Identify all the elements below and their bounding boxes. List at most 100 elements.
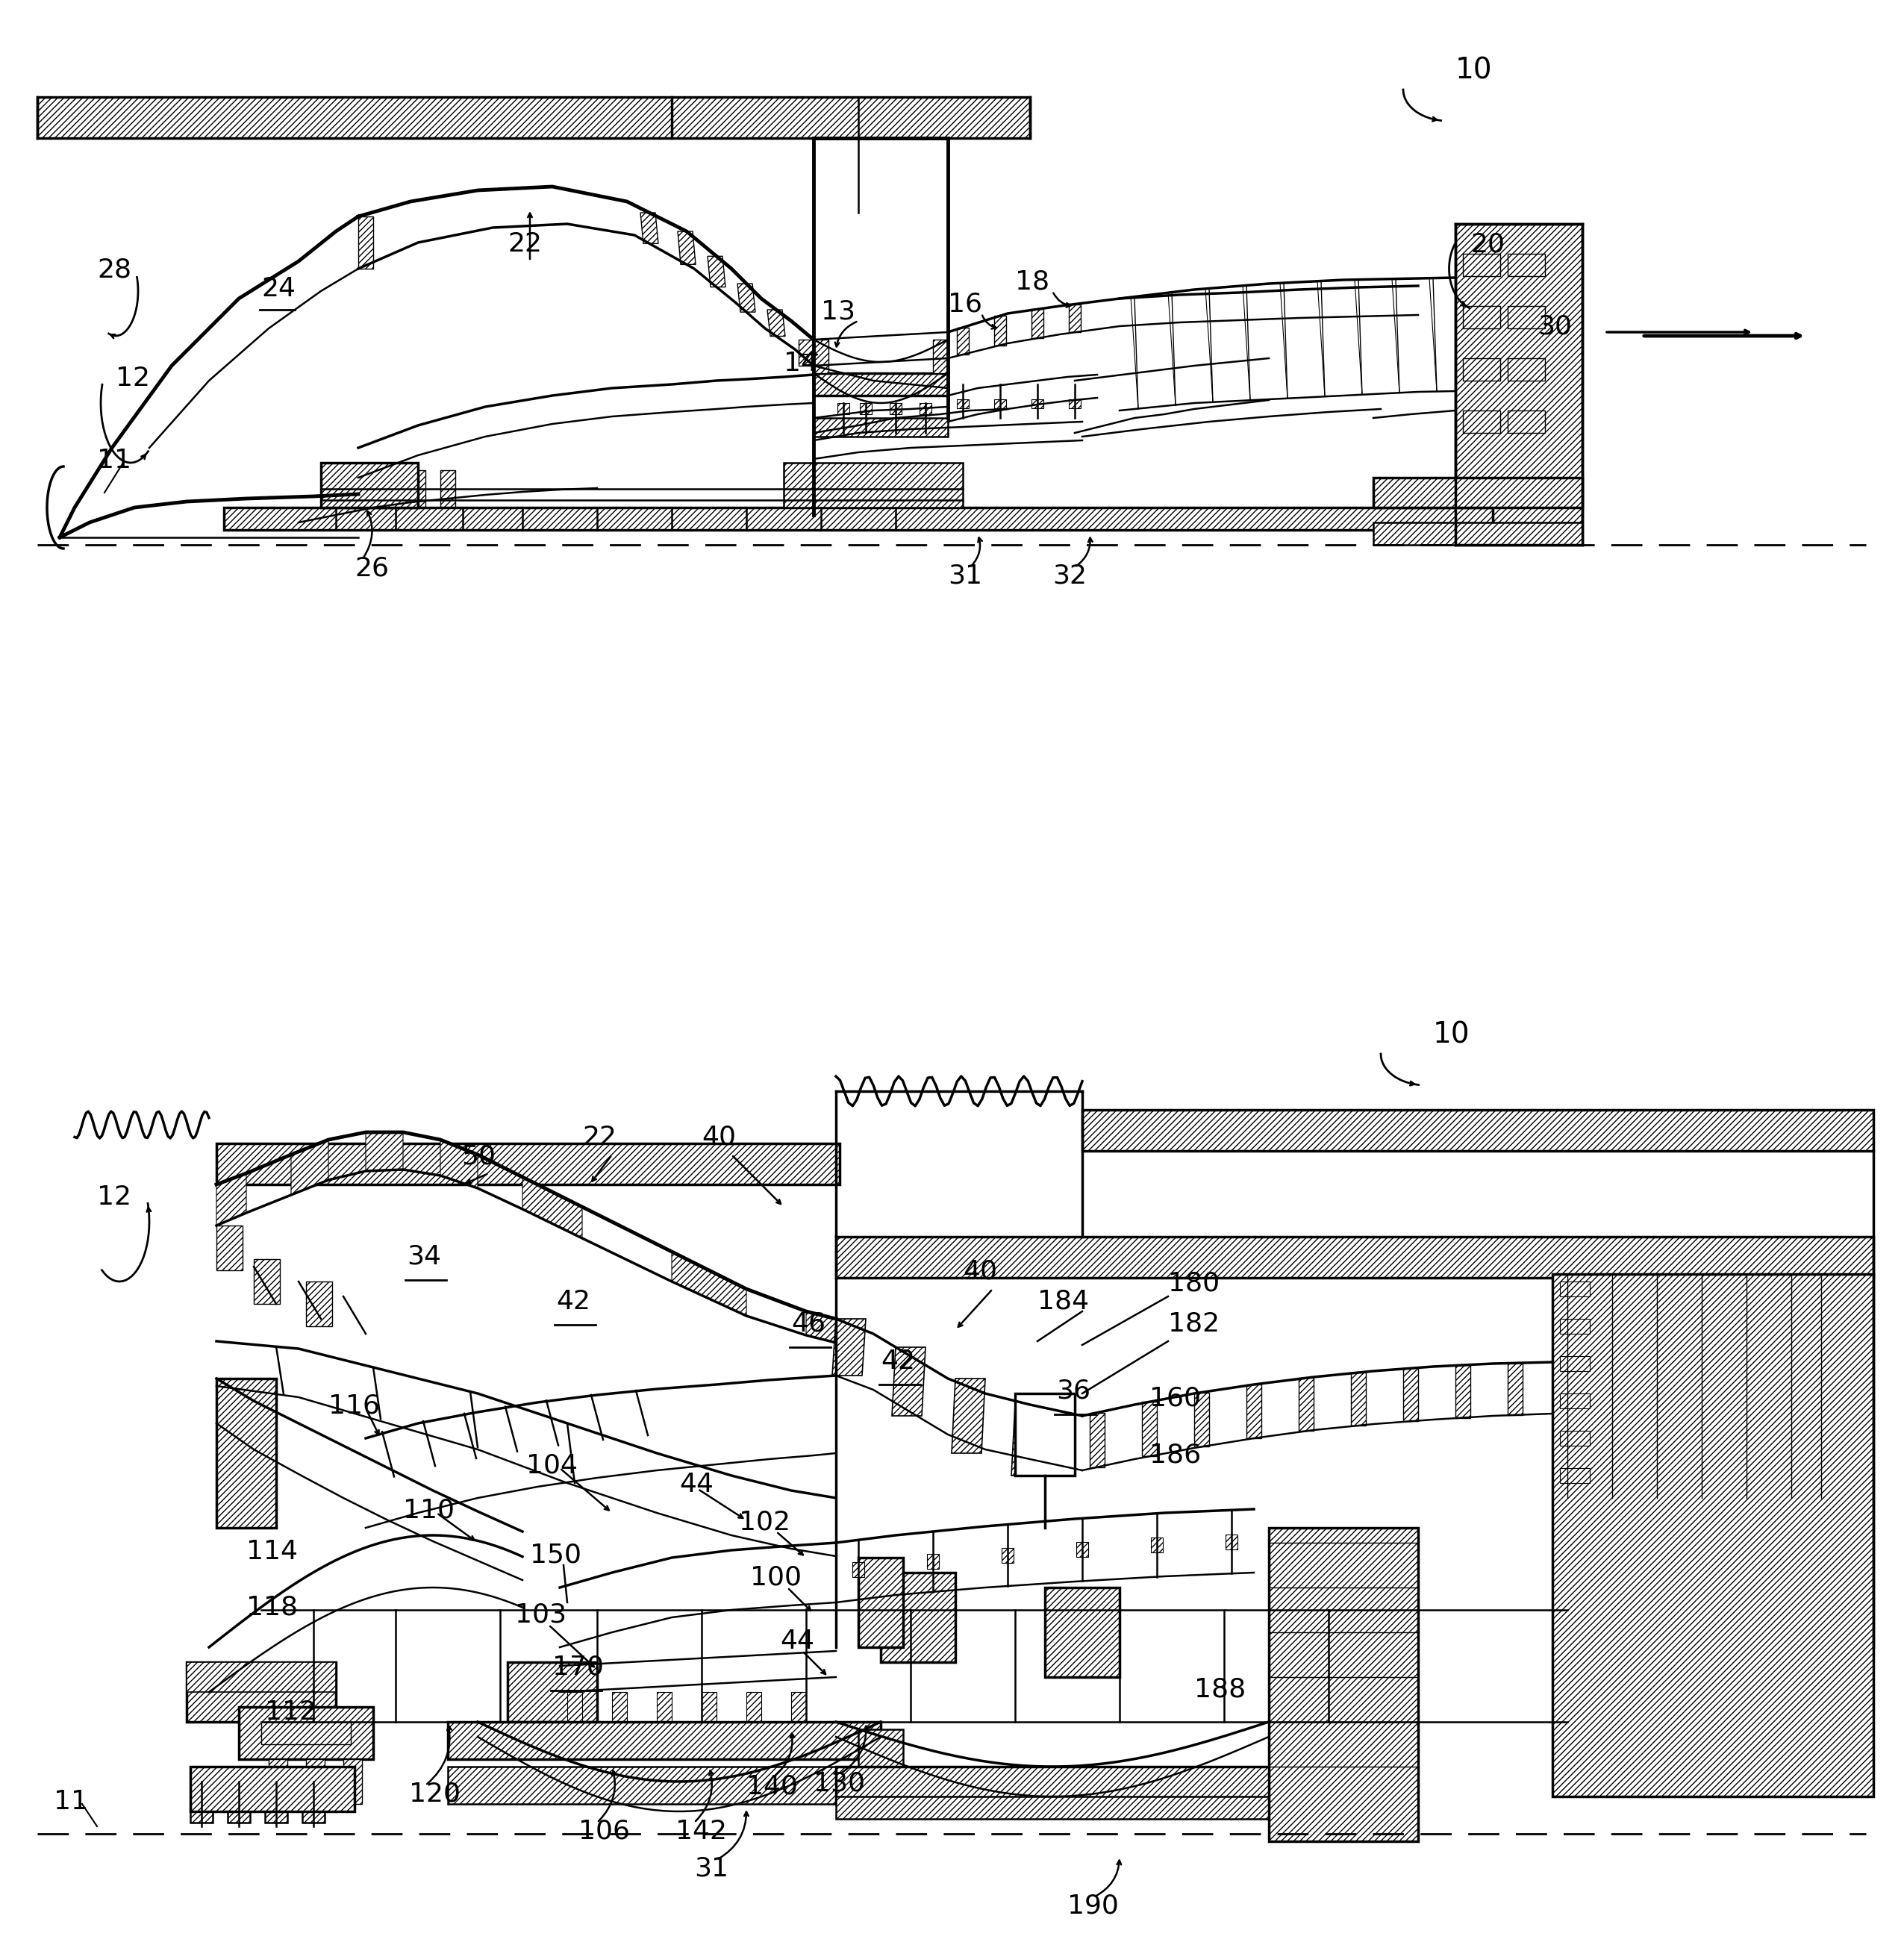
Polygon shape <box>217 1173 246 1225</box>
Bar <box>1508 306 1544 328</box>
Bar <box>567 1692 583 1723</box>
Bar <box>1462 410 1500 433</box>
Bar <box>307 1781 322 1805</box>
Polygon shape <box>1142 1403 1158 1455</box>
Bar <box>190 1805 213 1822</box>
Bar <box>1462 306 1500 328</box>
Bar <box>1559 1430 1590 1446</box>
Bar <box>611 1692 626 1723</box>
Bar <box>1508 254 1544 277</box>
Text: 34: 34 <box>407 1245 442 1270</box>
Polygon shape <box>813 339 828 373</box>
Bar <box>217 1379 276 1528</box>
Text: 120: 120 <box>409 1781 461 1807</box>
Text: 10: 10 <box>1434 1020 1470 1048</box>
Text: 46: 46 <box>792 1311 826 1336</box>
Bar <box>657 1692 672 1723</box>
Text: 42: 42 <box>556 1290 590 1315</box>
Text: 190: 190 <box>1068 1894 1120 1920</box>
Bar <box>746 1692 762 1723</box>
Bar <box>1462 254 1500 277</box>
Bar <box>1068 400 1081 408</box>
Bar <box>1552 1274 1874 1797</box>
Bar <box>1081 1110 1874 1151</box>
Polygon shape <box>708 256 725 287</box>
Bar <box>265 1805 288 1822</box>
Bar <box>1076 1543 1089 1557</box>
Text: 140: 140 <box>746 1773 798 1799</box>
Bar <box>701 1692 716 1723</box>
Bar <box>1455 224 1582 544</box>
Bar <box>1226 1533 1238 1549</box>
Polygon shape <box>891 1348 925 1416</box>
Polygon shape <box>366 1132 404 1171</box>
Polygon shape <box>952 1379 984 1453</box>
Bar <box>1015 1393 1074 1475</box>
Bar <box>268 1781 284 1805</box>
Polygon shape <box>1247 1385 1260 1438</box>
Bar <box>268 1760 288 1805</box>
Bar <box>38 98 1030 139</box>
Bar <box>1373 478 1582 507</box>
Polygon shape <box>307 1282 331 1327</box>
Text: 22: 22 <box>508 232 543 258</box>
Text: 186: 186 <box>1150 1442 1201 1467</box>
Text: 118: 118 <box>246 1596 297 1621</box>
Bar <box>228 1805 249 1822</box>
Text: 12: 12 <box>97 1184 131 1210</box>
Text: 18: 18 <box>1015 269 1049 295</box>
Bar <box>1268 1528 1418 1842</box>
Bar <box>343 1760 362 1805</box>
Text: 44: 44 <box>680 1471 714 1496</box>
Text: 102: 102 <box>739 1510 790 1535</box>
Text: 103: 103 <box>514 1602 567 1627</box>
Polygon shape <box>1068 304 1081 332</box>
Text: 150: 150 <box>529 1543 581 1569</box>
Text: 110: 110 <box>404 1498 455 1524</box>
Bar <box>1508 410 1544 433</box>
Text: 180: 180 <box>1167 1270 1220 1295</box>
Text: 106: 106 <box>579 1818 630 1844</box>
Bar <box>447 1768 882 1805</box>
Bar <box>225 507 1493 531</box>
Bar <box>859 1557 902 1647</box>
Text: 116: 116 <box>327 1393 381 1418</box>
Text: 40: 40 <box>963 1258 998 1284</box>
Text: 28: 28 <box>97 258 131 283</box>
Polygon shape <box>958 328 969 355</box>
Text: 11: 11 <box>97 449 131 474</box>
Polygon shape <box>522 1176 583 1239</box>
Bar <box>861 404 872 414</box>
Polygon shape <box>640 213 659 244</box>
Bar <box>217 1143 840 1184</box>
Bar <box>1559 1467 1590 1483</box>
Polygon shape <box>1352 1374 1365 1426</box>
Polygon shape <box>1194 1393 1209 1448</box>
Bar <box>889 404 902 414</box>
Bar <box>994 400 1005 408</box>
Polygon shape <box>291 1139 327 1194</box>
Polygon shape <box>933 339 948 373</box>
Text: 42: 42 <box>882 1348 916 1374</box>
Text: 142: 142 <box>676 1818 727 1844</box>
Text: 160: 160 <box>1150 1385 1201 1411</box>
Bar <box>232 1781 246 1805</box>
Bar <box>1559 1393 1590 1409</box>
Bar <box>784 462 963 507</box>
Polygon shape <box>1089 1413 1104 1467</box>
Bar <box>508 1662 598 1723</box>
Polygon shape <box>253 1258 280 1303</box>
Text: 31: 31 <box>695 1855 729 1881</box>
Text: 10: 10 <box>1455 57 1493 84</box>
Text: 100: 100 <box>750 1565 802 1590</box>
Text: 11: 11 <box>53 1789 88 1814</box>
Bar <box>838 404 849 414</box>
Bar <box>411 470 425 523</box>
Text: 130: 130 <box>813 1770 864 1795</box>
Bar <box>238 1707 373 1760</box>
Text: 24: 24 <box>261 277 295 302</box>
Bar <box>261 1723 350 1744</box>
Bar <box>1462 359 1500 380</box>
Text: 104: 104 <box>526 1453 577 1479</box>
Bar <box>1150 1537 1163 1553</box>
